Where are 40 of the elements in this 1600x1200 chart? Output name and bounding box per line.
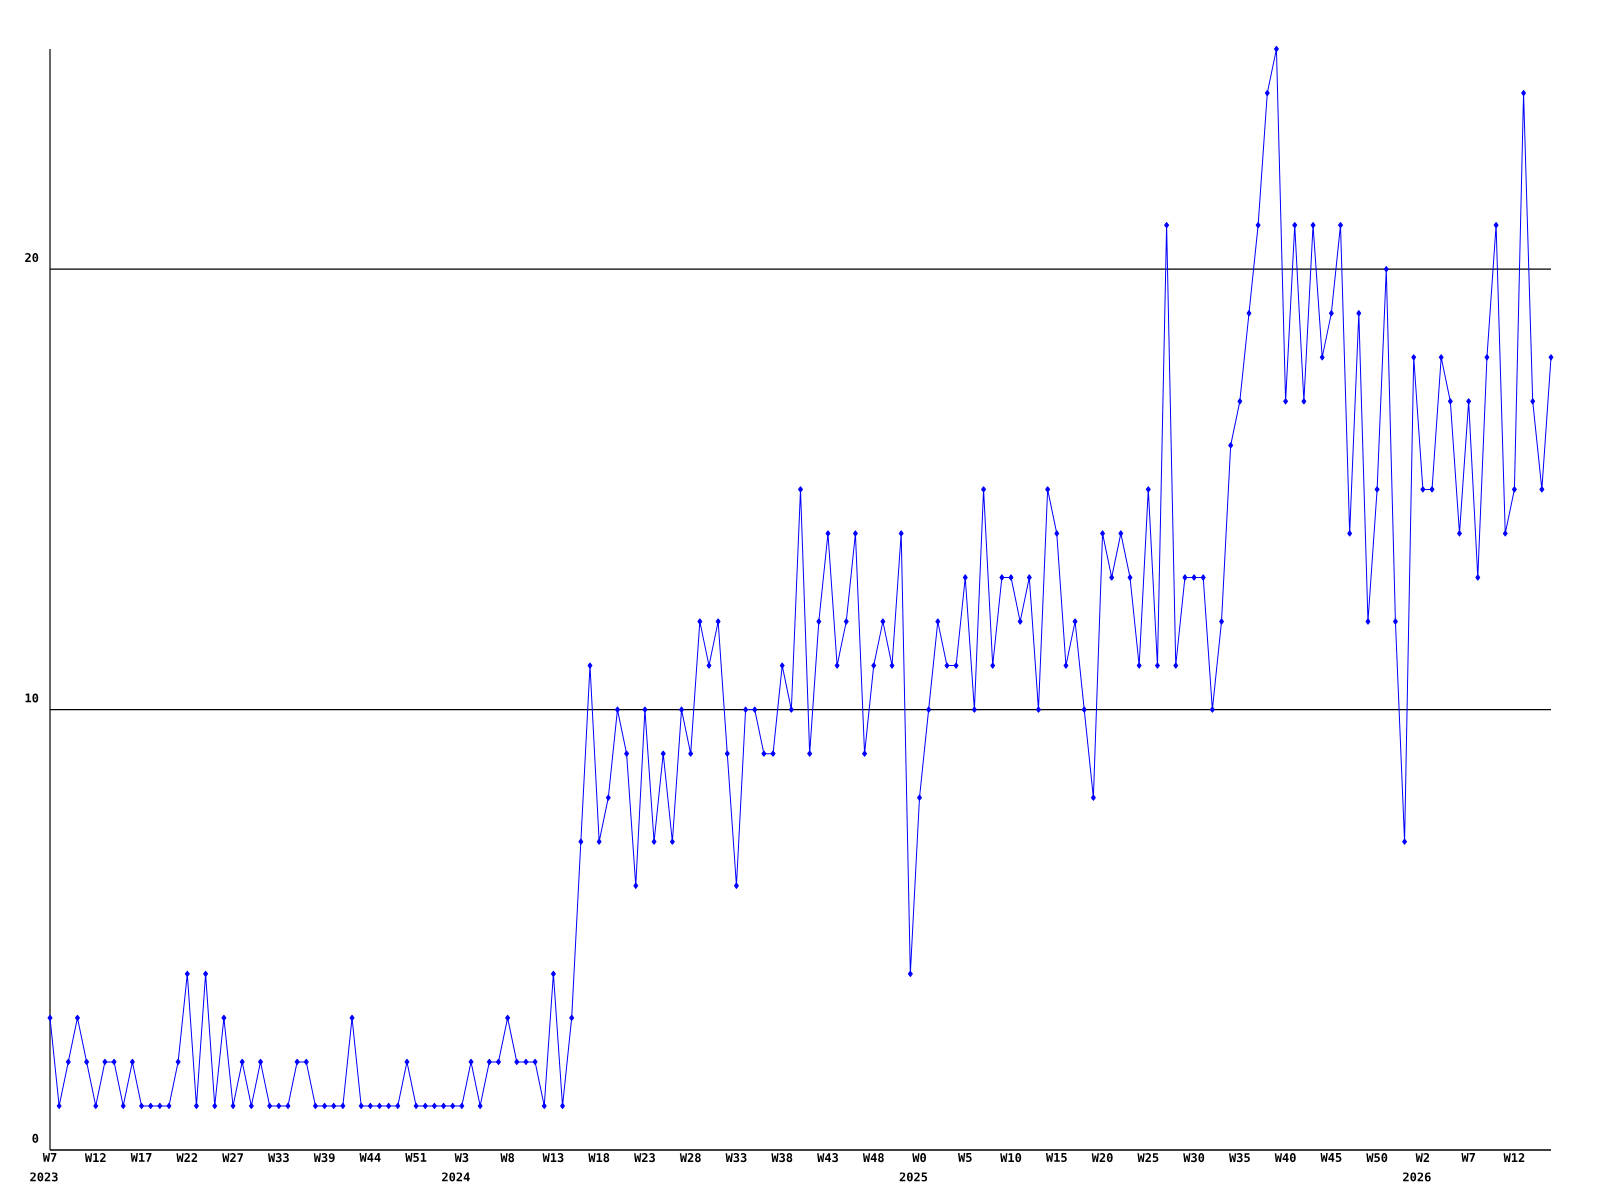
y-tick-label: 20 <box>25 253 39 263</box>
text: 2026 <box>1403 1172 1431 1182</box>
x-tick-label: W0 <box>912 1153 927 1163</box>
x-tick-label: W5 <box>958 1153 972 1162</box>
x-tick-label: W12 <box>1503 1153 1525 1162</box>
x-tick-label: W7 <box>1461 1153 1475 1162</box>
x-tick-label: W44 <box>359 1153 381 1162</box>
x-tick-label: W33 <box>267 1153 289 1163</box>
x-tick-label: W40 <box>1274 1153 1296 1163</box>
x-tick-label: W33 <box>725 1153 747 1163</box>
x-tick-label: W8 <box>500 1153 515 1163</box>
x-tick-label: W15 <box>1045 1153 1067 1162</box>
text: 2023 <box>30 1172 58 1182</box>
x-tick-label: W20 <box>1091 1153 1113 1163</box>
x-tick-label: W39 <box>313 1153 335 1163</box>
x-tick-label: W3 <box>454 1153 469 1163</box>
x-tick-label: W13 <box>542 1153 564 1163</box>
x-tick-label: W12 <box>84 1153 106 1162</box>
x-tick-label: W45 <box>1320 1153 1342 1162</box>
text: 2025 <box>899 1172 928 1182</box>
x-tick-label: W28 <box>679 1153 701 1163</box>
x-tick-label: W51 <box>405 1153 427 1162</box>
x-tick-label: W7 <box>42 1153 57 1162</box>
x-tick-label: W35 <box>1228 1153 1250 1163</box>
x-tick-label: W30 <box>1183 1153 1205 1163</box>
x-tick-label: W38 <box>771 1153 793 1163</box>
x-tick-label: W25 <box>1137 1153 1159 1163</box>
x-tick-label: W2 <box>1415 1153 1430 1162</box>
x-tick-label: W27 <box>222 1153 243 1162</box>
y-tick-label: 0 <box>32 1133 39 1143</box>
x-tick-label: W48 <box>862 1153 884 1163</box>
text: 2024 <box>442 1172 470 1182</box>
x-tick-label: W23 <box>634 1153 655 1163</box>
x-tick-label: W43 <box>817 1153 839 1163</box>
x-tick-label: W22 <box>176 1153 198 1162</box>
x-tick-label: W10 <box>1000 1153 1022 1163</box>
x-tick-label: W50 <box>1366 1153 1388 1163</box>
y-tick-label: 10 <box>25 693 39 703</box>
x-tick-label: W17 <box>130 1153 152 1162</box>
x-tick-label: W18 <box>588 1153 610 1163</box>
